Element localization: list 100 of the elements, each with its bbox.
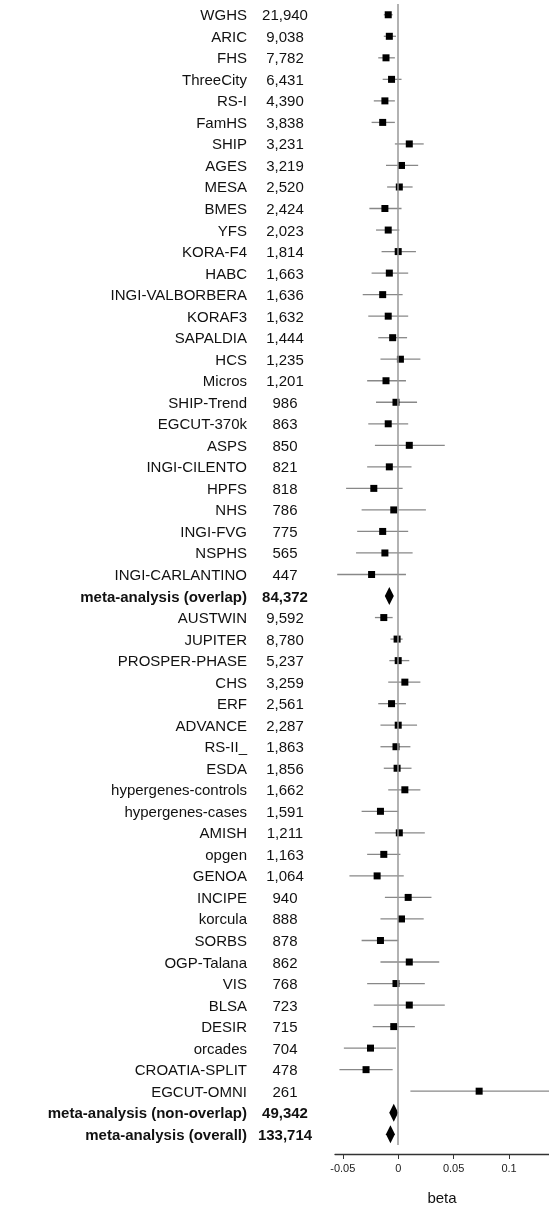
point	[388, 700, 396, 708]
point	[379, 118, 387, 126]
text: 3,231	[266, 135, 304, 153]
text: 1,856	[266, 759, 304, 777]
y-tick-label: EGCUT-OMNI	[151, 1082, 247, 1100]
text: 3,838	[266, 113, 304, 131]
y-tick-label: VIS	[222, 975, 247, 993]
point	[390, 506, 398, 514]
point	[385, 463, 393, 471]
point	[401, 786, 409, 794]
text: 850	[272, 436, 298, 454]
y-tick-label: INGI-FVG	[180, 522, 247, 540]
text: 818	[272, 479, 298, 497]
point	[382, 377, 390, 385]
point	[381, 205, 389, 213]
point	[405, 1001, 413, 1009]
y-tick-label: OGP-Talana	[164, 953, 248, 971]
text: 8,780	[266, 630, 304, 648]
text: 1,591	[266, 802, 304, 820]
text: 1,444	[266, 329, 304, 347]
text: 6,431	[266, 70, 304, 88]
text: 723	[272, 996, 298, 1014]
y-tick-label: INCIPE	[196, 888, 247, 906]
y-tick-label: ESDA	[206, 759, 247, 777]
y-tick-label: GENOA	[192, 867, 247, 885]
y-tick-label: ERF	[217, 695, 247, 713]
x-tick-label: 0.05	[442, 1161, 465, 1174]
text: 704	[272, 1039, 298, 1057]
y-tick-label: orcades	[193, 1039, 247, 1057]
text: 9,038	[266, 27, 304, 45]
text: 2,287	[266, 716, 304, 734]
point	[379, 291, 387, 299]
point	[373, 872, 381, 880]
point	[381, 97, 389, 105]
point	[401, 678, 409, 686]
text: 1,064	[266, 867, 304, 885]
text: 84,372	[262, 587, 308, 605]
y-tick-label: SHIP-Trend	[168, 393, 247, 411]
text: 878	[272, 931, 298, 949]
text: 565	[272, 544, 298, 562]
point	[376, 807, 384, 815]
y-tick-label: BLSA	[208, 996, 247, 1014]
y-tick-label: HABC	[205, 264, 248, 282]
text: 9,592	[266, 609, 304, 627]
y-tick-label: ThreeCity	[181, 70, 248, 88]
text: 1,632	[266, 307, 304, 325]
x-tick-label: 0	[395, 1161, 402, 1174]
point	[389, 334, 397, 342]
text: 863	[272, 415, 298, 433]
text: 1,814	[266, 243, 304, 261]
y-tick-label: HCS	[215, 350, 247, 368]
point	[380, 850, 388, 858]
y-tick-label: NSPHS	[195, 544, 247, 562]
text: 888	[272, 910, 298, 928]
y-tick-label: HPFS	[206, 479, 247, 497]
point	[404, 893, 412, 901]
text: 986	[272, 393, 298, 411]
text: 1,235	[266, 350, 304, 368]
y-tick-label: KORA-F4	[181, 243, 247, 261]
y-tick-label: PROSPER-PHASE	[117, 652, 247, 670]
point	[381, 549, 389, 557]
text: 715	[272, 1018, 298, 1036]
point	[475, 1087, 483, 1095]
text: 1,636	[266, 286, 304, 304]
text: 768	[272, 975, 298, 993]
text: 1,211	[266, 824, 304, 842]
text: 447	[272, 566, 298, 583]
y-tick-label: RS-I	[217, 92, 247, 110]
text: 3,219	[266, 156, 304, 174]
y-tick-label: SORBS	[194, 931, 247, 949]
y-tick-label: AGES	[205, 156, 247, 174]
y-tick-label: INGI-CILENTO	[146, 458, 247, 476]
y-tick-label: meta-analysis (overlap)	[80, 587, 247, 605]
point	[385, 269, 393, 277]
y-tick-label: NHS	[215, 501, 247, 519]
point	[370, 484, 378, 492]
text: 1,662	[266, 781, 304, 799]
text: 261	[272, 1082, 298, 1100]
text: 21,940	[262, 6, 308, 24]
y-tick-label: Micros	[202, 372, 247, 390]
text: 1,663	[266, 264, 304, 282]
y-tick-label: meta-analysis (overall)	[85, 1125, 247, 1143]
x-tick-label: 0.1	[501, 1161, 517, 1174]
y-tick-label: INGI-CARLANTINO	[114, 566, 247, 583]
text: 940	[272, 888, 298, 906]
point	[376, 936, 384, 944]
text: 49,342	[262, 1104, 308, 1122]
text: 1,163	[266, 845, 304, 863]
point	[384, 312, 392, 320]
text: 478	[272, 1061, 298, 1079]
y-tick-label: DESIR	[201, 1018, 248, 1036]
y-tick-label: CHS	[215, 673, 247, 691]
y-tick-label: AMISH	[199, 824, 247, 842]
y-tick-label: ASPS	[206, 436, 247, 454]
y-tick-label: EGCUT-370k	[157, 415, 248, 433]
text: 1,863	[266, 738, 304, 756]
point	[385, 32, 393, 40]
text: 786	[272, 501, 298, 519]
text: 133,714	[257, 1125, 313, 1143]
point	[366, 1044, 374, 1052]
